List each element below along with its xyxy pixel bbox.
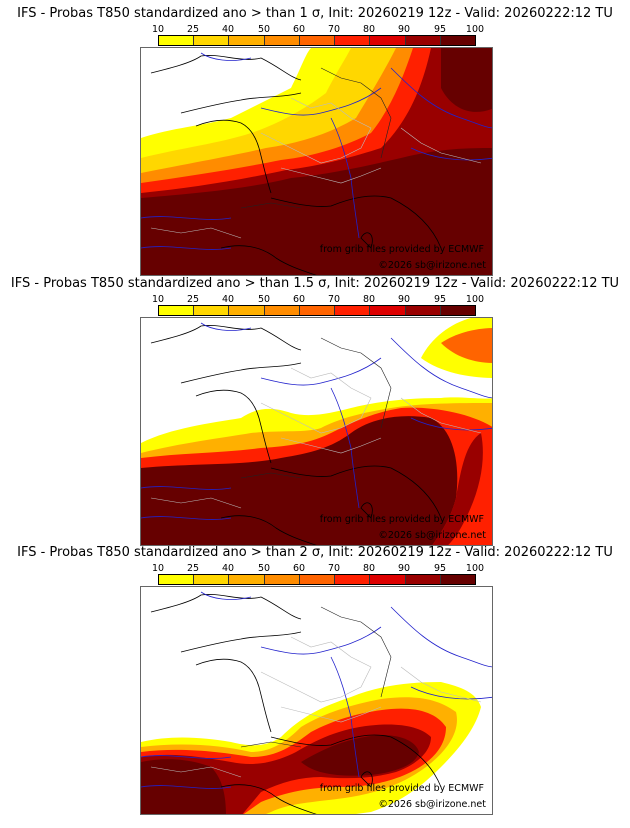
country-borders: [240, 67, 392, 209]
rivers: [141, 52, 492, 250]
colorbar-tick: 60: [292, 294, 306, 305]
panel-2sigma: IFS - Probas T850 standardized ano > tha…: [0, 545, 630, 815]
colorbar-tick: 10: [151, 24, 165, 35]
coastlines: [150, 325, 442, 545]
data-source-credit: from grib files provided by ECMWF: [319, 514, 484, 525]
data-source-credit: from grib files provided by ECMWF: [319, 244, 484, 255]
map-graphic: [141, 48, 492, 275]
colorbar-tick: 100: [465, 563, 485, 574]
colorbar-tick: 70: [327, 563, 341, 574]
colorbar-tick: 70: [327, 24, 341, 35]
colorbar-tick: 90: [397, 24, 411, 35]
colorbar-ticks: 10 25 40 50 60 70 80 90 95 100: [152, 294, 484, 305]
colorbar-tick: 50: [257, 24, 271, 35]
colorbar-tick: 50: [257, 294, 271, 305]
copyright-credit: ©2026 sb@irizone.net: [378, 799, 486, 810]
colorbar-tick: 80: [362, 24, 376, 35]
colorbar-tick: 70: [327, 294, 341, 305]
colorbar-tick: 60: [292, 563, 306, 574]
colorbar: [158, 35, 476, 46]
field-95-ne: [441, 48, 492, 112]
field-60: [441, 328, 492, 363]
colorbar-segment: [264, 575, 300, 584]
probability-map: from grib files provided by ECMWF ©2026 …: [140, 47, 493, 276]
colorbar-segment: [440, 306, 475, 315]
colorbar-tick: 80: [362, 563, 376, 574]
rivers: [141, 591, 492, 789]
colorbar-segment: [229, 36, 265, 45]
colorbar-segment: [194, 36, 230, 45]
coastlines: [150, 594, 442, 814]
colorbar-ticks: 10 25 40 50 60 70 80 90 95 100: [152, 563, 484, 574]
colorbar-segment: [335, 575, 371, 584]
colorbar-tick: 40: [221, 294, 235, 305]
panel-1-5sigma: IFS - Probas T850 standardized ano > tha…: [0, 276, 630, 546]
colorbar-segment: [370, 36, 406, 45]
copyright-credit: ©2026 sb@irizone.net: [378, 530, 486, 541]
colorbar: [158, 574, 476, 585]
colorbar-segment: [159, 575, 195, 584]
field-95-sea: [301, 735, 419, 776]
colorbar-segment: [335, 306, 371, 315]
colorbar-tick: 100: [465, 24, 485, 35]
colorbar-segment: [405, 36, 441, 45]
colorbar-tick: 10: [151, 294, 165, 305]
admin-borders: [150, 367, 482, 509]
field-95: [141, 148, 492, 275]
copyright-credit: ©2026 sb@irizone.net: [378, 260, 486, 271]
panel-title: IFS - Probas T850 standardized ano > tha…: [10, 276, 620, 291]
map-graphic: [141, 318, 492, 545]
colorbar-tick: 60: [292, 24, 306, 35]
colorbar-segment: [299, 306, 336, 315]
colorbar-segment: [264, 36, 300, 45]
colorbar-segment: [299, 36, 336, 45]
colorbar-segment: [405, 306, 441, 315]
colorbar-tick: 95: [433, 294, 447, 305]
colorbar-segment: [405, 575, 441, 584]
coastlines: [150, 55, 442, 275]
colorbar-tick: 25: [186, 294, 200, 305]
colorbar-segment: [229, 575, 265, 584]
colorbar-tick: 100: [465, 294, 485, 305]
colorbar-segment: [229, 306, 265, 315]
map-graphic: [141, 591, 492, 814]
panel-title: IFS - Probas T850 standardized ano > tha…: [17, 6, 613, 21]
colorbar-tick: 25: [186, 24, 200, 35]
colorbar-segment: [335, 36, 371, 45]
colorbar-tick: 90: [397, 294, 411, 305]
probability-map: from grib files provided by ECMWF ©2026 …: [140, 317, 493, 546]
rivers: [141, 322, 492, 520]
country-borders: [240, 337, 392, 479]
colorbar-segment: [299, 575, 336, 584]
colorbar-tick: 40: [221, 563, 235, 574]
colorbar-segment: [159, 306, 195, 315]
country-borders: [240, 606, 392, 748]
data-source-credit: from grib files provided by ECMWF: [319, 783, 484, 794]
colorbar-segment: [370, 575, 406, 584]
colorbar-tick: 10: [151, 563, 165, 574]
colorbar-tick: 95: [433, 24, 447, 35]
colorbar: [158, 305, 476, 316]
field-95: [141, 416, 458, 545]
colorbar-segment: [264, 306, 300, 315]
colorbar-tick: 50: [257, 563, 271, 574]
colorbar-ticks: 10 25 40 50 60 70 80 90 95 100: [152, 24, 484, 35]
admin-borders: [150, 636, 482, 778]
field-90-edge: [432, 433, 483, 545]
colorbar-segment: [440, 36, 475, 45]
colorbar-segment: [440, 575, 475, 584]
colorbar-tick: 95: [433, 563, 447, 574]
colorbar-tick: 90: [397, 563, 411, 574]
colorbar-tick: 25: [186, 563, 200, 574]
colorbar-segment: [159, 36, 195, 45]
probability-map: from grib files provided by ECMWF ©2026 …: [140, 586, 493, 815]
colorbar-tick: 40: [221, 24, 235, 35]
admin-borders: [150, 97, 482, 239]
panel-1sigma: IFS - Probas T850 standardized ano > tha…: [0, 6, 630, 276]
colorbar-tick: 80: [362, 294, 376, 305]
colorbar-segment: [194, 575, 230, 584]
panel-title: IFS - Probas T850 standardized ano > tha…: [17, 545, 613, 560]
colorbar-segment: [194, 306, 230, 315]
colorbar-segment: [370, 306, 406, 315]
